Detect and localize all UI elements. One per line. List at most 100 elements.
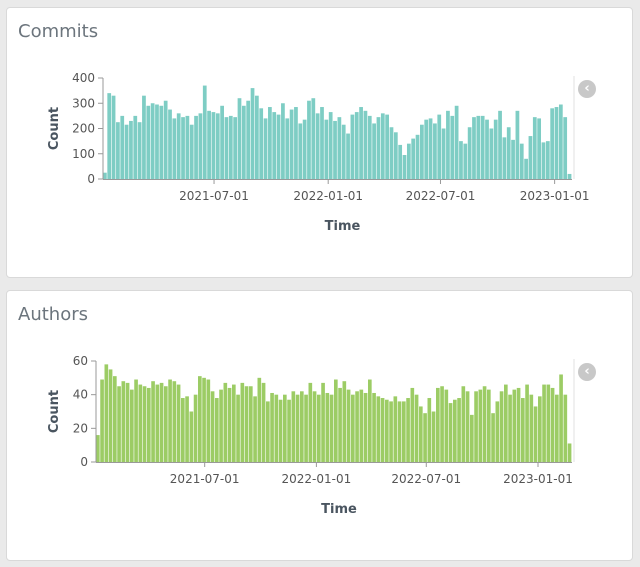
bar[interactable] [528, 136, 533, 179]
bar[interactable] [298, 123, 303, 179]
bar[interactable] [181, 398, 185, 462]
bar[interactable] [215, 398, 219, 462]
bar[interactable] [346, 389, 351, 462]
bar[interactable] [385, 399, 389, 462]
bar[interactable] [437, 114, 442, 179]
bar[interactable] [444, 389, 449, 462]
bar[interactable] [380, 398, 385, 462]
bar[interactable] [511, 139, 515, 179]
bar[interactable] [372, 392, 376, 462]
bar[interactable] [537, 118, 541, 179]
bar[interactable] [419, 406, 423, 462]
bar[interactable] [482, 386, 487, 462]
bar[interactable] [278, 399, 283, 462]
bar[interactable] [103, 172, 107, 179]
bar[interactable] [285, 118, 290, 179]
bar[interactable] [189, 411, 194, 463]
bar[interactable] [402, 155, 407, 179]
bar[interactable] [470, 414, 474, 462]
bar[interactable] [367, 115, 372, 180]
bar[interactable] [237, 98, 242, 179]
bar[interactable] [441, 128, 446, 180]
bar[interactable] [337, 117, 342, 179]
bar[interactable] [415, 134, 420, 179]
bar[interactable] [291, 391, 296, 462]
bar[interactable] [172, 381, 177, 462]
bar[interactable] [411, 138, 416, 179]
bar[interactable] [311, 98, 316, 179]
bar[interactable] [459, 141, 463, 180]
bar[interactable] [219, 389, 223, 462]
bar[interactable] [428, 118, 433, 179]
bar[interactable] [563, 394, 568, 462]
bar[interactable] [185, 396, 189, 462]
bar[interactable] [454, 105, 459, 179]
bar[interactable] [129, 120, 133, 179]
bar[interactable] [532, 117, 537, 179]
bar[interactable] [467, 127, 472, 179]
bar[interactable] [414, 394, 419, 462]
bar[interactable] [202, 85, 207, 179]
bar[interactable] [274, 394, 279, 462]
bar[interactable] [474, 391, 478, 462]
bar[interactable] [546, 384, 551, 462]
bar[interactable] [380, 113, 385, 179]
bar[interactable] [259, 108, 264, 179]
bar[interactable] [346, 133, 350, 179]
bar[interactable] [312, 391, 317, 462]
bar[interactable] [448, 403, 453, 462]
bar[interactable] [502, 137, 507, 179]
bar[interactable] [431, 411, 436, 463]
bar[interactable] [533, 406, 538, 462]
bar[interactable] [159, 105, 164, 179]
bar[interactable] [487, 389, 491, 462]
bar[interactable] [100, 379, 104, 462]
bar[interactable] [457, 398, 461, 462]
bar[interactable] [506, 127, 511, 179]
bar[interactable] [341, 124, 346, 179]
bar[interactable] [465, 391, 470, 462]
bar[interactable] [355, 391, 359, 462]
bar[interactable] [121, 381, 126, 462]
bar[interactable] [485, 119, 489, 179]
bar[interactable] [363, 392, 368, 462]
bar[interactable] [333, 120, 337, 179]
chevron-left-icon[interactable]: ‹ [578, 363, 596, 381]
bar[interactable] [529, 394, 534, 462]
bar[interactable] [420, 124, 424, 179]
bar[interactable] [424, 119, 429, 179]
bar[interactable] [287, 399, 291, 462]
bar[interactable] [206, 379, 211, 462]
bar[interactable] [321, 382, 325, 462]
bar[interactable] [320, 107, 324, 179]
bar[interactable] [241, 105, 246, 179]
bar[interactable] [172, 118, 177, 179]
bar[interactable] [223, 382, 228, 462]
bar[interactable] [461, 386, 466, 462]
bar[interactable] [307, 100, 311, 179]
bar[interactable] [315, 113, 320, 179]
bar[interactable] [246, 100, 251, 179]
bar[interactable] [227, 387, 232, 462]
bar[interactable] [363, 110, 368, 179]
bar[interactable] [147, 387, 151, 462]
bar[interactable] [163, 100, 168, 179]
bar[interactable] [155, 384, 160, 462]
bar[interactable] [104, 364, 109, 462]
bar[interactable] [351, 394, 355, 462]
bar[interactable] [268, 107, 272, 179]
bar[interactable] [294, 107, 298, 179]
bar[interactable] [398, 144, 403, 179]
chevron-left-icon[interactable]: ‹ [578, 80, 596, 98]
bar[interactable] [116, 122, 120, 179]
bar[interactable] [176, 113, 181, 179]
bar[interactable] [138, 384, 143, 462]
bar[interactable] [525, 384, 529, 462]
bar[interactable] [272, 112, 277, 179]
bar[interactable] [559, 374, 563, 462]
bar[interactable] [554, 107, 559, 179]
bar[interactable] [107, 93, 112, 179]
bar[interactable] [211, 112, 216, 179]
bar[interactable] [134, 379, 138, 462]
bar[interactable] [545, 141, 550, 180]
